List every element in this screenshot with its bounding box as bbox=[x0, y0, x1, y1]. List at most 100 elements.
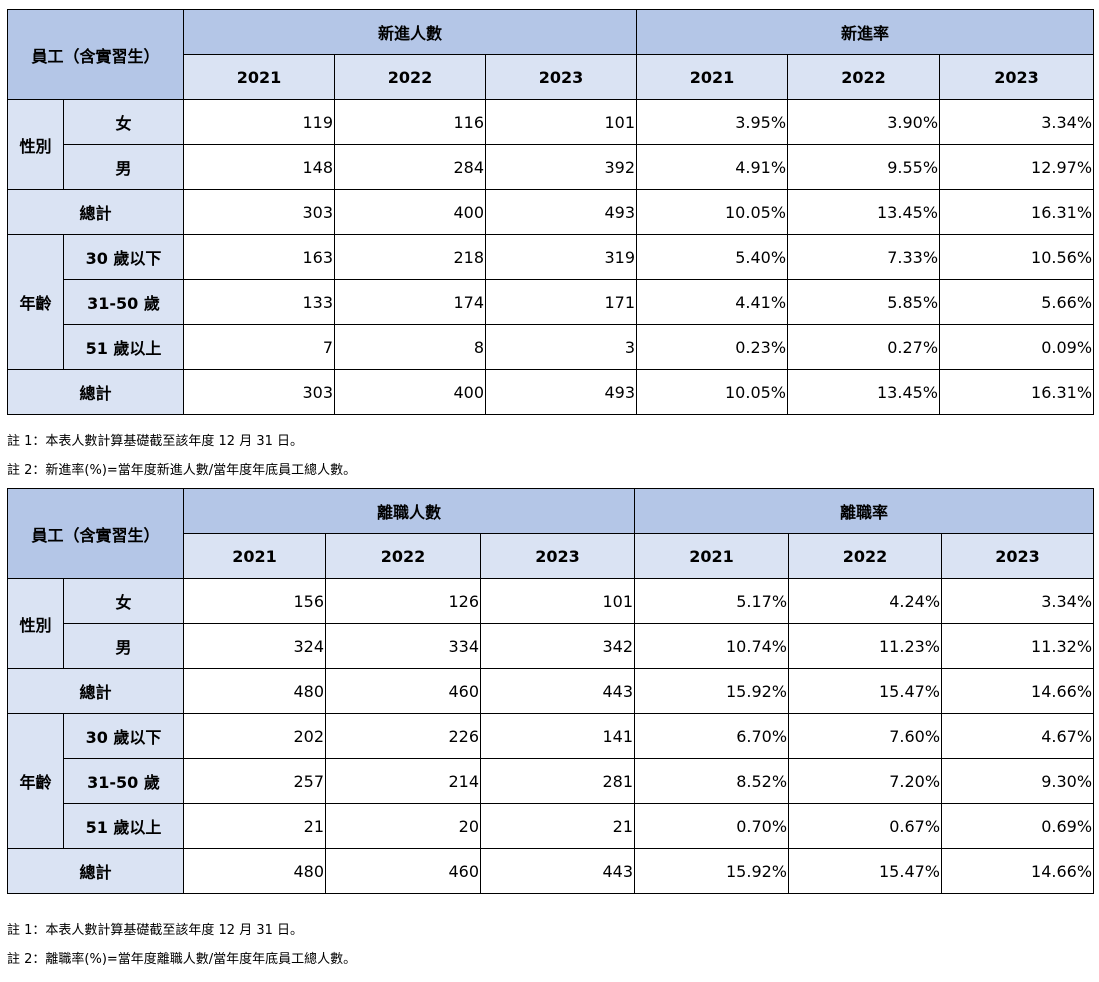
count-cell: 171 bbox=[485, 279, 638, 325]
year-header: 2021 bbox=[183, 54, 336, 100]
rate-cell: 12.97% bbox=[939, 144, 1095, 190]
year-header: 2023 bbox=[480, 533, 636, 579]
rate-cell: 9.55% bbox=[787, 144, 941, 190]
age-group-label: 年齡 bbox=[7, 713, 64, 849]
rate-cell: 16.31% bbox=[939, 369, 1095, 415]
count-cell: 480 bbox=[183, 848, 327, 894]
year-header: 2023 bbox=[941, 533, 1095, 579]
footnote: 註 2：新進率(%)=當年度新進人數/當年度年底員工總人數。 bbox=[7, 463, 357, 478]
gender-group-label: 性別 bbox=[7, 99, 64, 190]
gender-group-label: 性別 bbox=[7, 578, 64, 669]
rate-cell: 15.92% bbox=[634, 668, 790, 714]
table-row: 年齡 30 歲以下 163 218 319 5.40% 7.33% 10.56% bbox=[7, 234, 1095, 370]
count-cell: 202 bbox=[183, 713, 327, 759]
table-row: 男 148 284 392 4.91% 9.55% 12.97% bbox=[8, 144, 1095, 190]
row-label: 51 歲以上 bbox=[62, 803, 185, 849]
row-label: 男 bbox=[62, 144, 185, 190]
rate-cell: 7.20% bbox=[788, 758, 943, 804]
count-cell: 303 bbox=[183, 189, 336, 235]
row-label: 51 歲以上 bbox=[62, 324, 185, 370]
rate-cell: 13.45% bbox=[787, 189, 941, 235]
count-cell: 174 bbox=[334, 279, 487, 325]
rate-cell: 3.34% bbox=[939, 99, 1095, 145]
count-cell: 281 bbox=[480, 758, 636, 804]
rate-cell: 14.66% bbox=[941, 848, 1095, 894]
table-row: 總計 480 460 443 15.92% 15.47% 14.66% bbox=[6, 848, 1095, 894]
count-cell: 156 bbox=[183, 578, 327, 624]
table-row: 31-50 歲 257 214 281 8.52% 7.20% 9.30% bbox=[8, 758, 1095, 804]
rate-cell: 3.95% bbox=[636, 99, 789, 145]
count-cell: 148 bbox=[183, 144, 336, 190]
corner-header: 員工（含實習生） bbox=[6, 9, 185, 100]
footnote: 註 1：本表人數計算基礎截至該年度 12 月 31 日。 bbox=[7, 434, 304, 449]
count-cell: 400 bbox=[334, 189, 487, 235]
year-header: 2021 bbox=[636, 54, 789, 100]
group-header-turnover-rate: 離職率 bbox=[634, 488, 1095, 534]
row-label: 31-50 歲 bbox=[62, 279, 185, 325]
rate-cell: 5.85% bbox=[787, 279, 941, 325]
count-cell: 460 bbox=[325, 668, 482, 714]
group-header-turnover-count: 離職人數 bbox=[183, 488, 636, 534]
row-label: 31-50 歲 bbox=[62, 758, 185, 804]
count-cell: 218 bbox=[334, 234, 487, 280]
count-cell: 21 bbox=[183, 803, 327, 849]
rate-cell: 0.70% bbox=[634, 803, 790, 849]
rate-cell: 3.90% bbox=[787, 99, 941, 145]
count-cell: 133 bbox=[183, 279, 336, 325]
count-cell: 21 bbox=[480, 803, 636, 849]
row-label: 30 歲以下 bbox=[62, 713, 185, 759]
count-cell: 214 bbox=[325, 758, 482, 804]
footnote: 註 2：離職率(%)=當年度離職人數/當年度年底員工總人數。 bbox=[7, 952, 357, 967]
rate-cell: 16.31% bbox=[939, 189, 1095, 235]
year-header: 2023 bbox=[939, 54, 1095, 100]
table-row: 性別 女 119 116 101 3.95% 3.90% 3.34% bbox=[7, 99, 1095, 190]
table-row: 性別 女 156 126 101 5.17% 4.24% 3.34% bbox=[7, 578, 1095, 669]
rate-cell: 15.47% bbox=[788, 668, 943, 714]
count-cell: 443 bbox=[480, 668, 636, 714]
rate-cell: 7.60% bbox=[788, 713, 943, 759]
year-header: 2022 bbox=[787, 54, 941, 100]
count-cell: 20 bbox=[325, 803, 482, 849]
count-cell: 163 bbox=[183, 234, 336, 280]
count-cell: 116 bbox=[334, 99, 487, 145]
rate-cell: 4.91% bbox=[636, 144, 789, 190]
rate-cell: 0.23% bbox=[636, 324, 789, 370]
table-row: 男 324 334 342 10.74% 11.23% 11.32% bbox=[8, 623, 1095, 669]
count-cell: 443 bbox=[480, 848, 636, 894]
table-row: 31-50 歲 133 174 171 4.41% 5.85% 5.66% bbox=[8, 279, 1095, 325]
rate-cell: 0.67% bbox=[788, 803, 943, 849]
count-cell: 493 bbox=[485, 369, 638, 415]
rate-cell: 11.32% bbox=[941, 623, 1095, 669]
rate-cell: 13.45% bbox=[787, 369, 941, 415]
rate-cell: 6.70% bbox=[634, 713, 790, 759]
year-header: 2022 bbox=[325, 533, 482, 579]
rate-cell: 5.40% bbox=[636, 234, 789, 280]
table-row: 51 歲以上 7 8 3 0.23% 0.27% 0.09% bbox=[8, 324, 1095, 370]
row-label: 30 歲以下 bbox=[62, 234, 185, 280]
table-row: 總計 480 460 443 15.92% 15.47% 14.66% bbox=[6, 668, 1095, 714]
rate-cell: 14.66% bbox=[941, 668, 1095, 714]
rate-cell: 11.23% bbox=[788, 623, 943, 669]
rate-cell: 8.52% bbox=[634, 758, 790, 804]
rate-cell: 5.66% bbox=[939, 279, 1095, 325]
count-cell: 101 bbox=[485, 99, 638, 145]
count-cell: 284 bbox=[334, 144, 487, 190]
year-header: 2022 bbox=[334, 54, 487, 100]
age-group-label: 年齡 bbox=[7, 234, 64, 370]
rate-cell: 0.69% bbox=[941, 803, 1095, 849]
count-cell: 493 bbox=[485, 189, 638, 235]
count-cell: 303 bbox=[183, 369, 336, 415]
count-cell: 3 bbox=[485, 324, 638, 370]
rate-cell: 3.34% bbox=[941, 578, 1095, 624]
rate-cell: 10.05% bbox=[636, 369, 789, 415]
rate-cell: 10.05% bbox=[636, 189, 789, 235]
group-header-new-hire-rate: 新進率 bbox=[636, 9, 1095, 55]
corner-header: 員工（含實習生） bbox=[6, 488, 185, 579]
rate-cell: 4.24% bbox=[788, 578, 943, 624]
total-label: 總計 bbox=[6, 369, 185, 415]
new-hire-table: 員工（含實習生） 新進人數 新進率 2021 2022 2023 2021 20… bbox=[6, 9, 1095, 415]
total-label: 總計 bbox=[6, 668, 185, 714]
footnote: 註 1：本表人數計算基礎截至該年度 12 月 31 日。 bbox=[7, 923, 304, 938]
group-header-new-hires: 新進人數 bbox=[183, 9, 638, 55]
table-row: 總計 303 400 493 10.05% 13.45% 16.31% bbox=[6, 369, 1095, 415]
